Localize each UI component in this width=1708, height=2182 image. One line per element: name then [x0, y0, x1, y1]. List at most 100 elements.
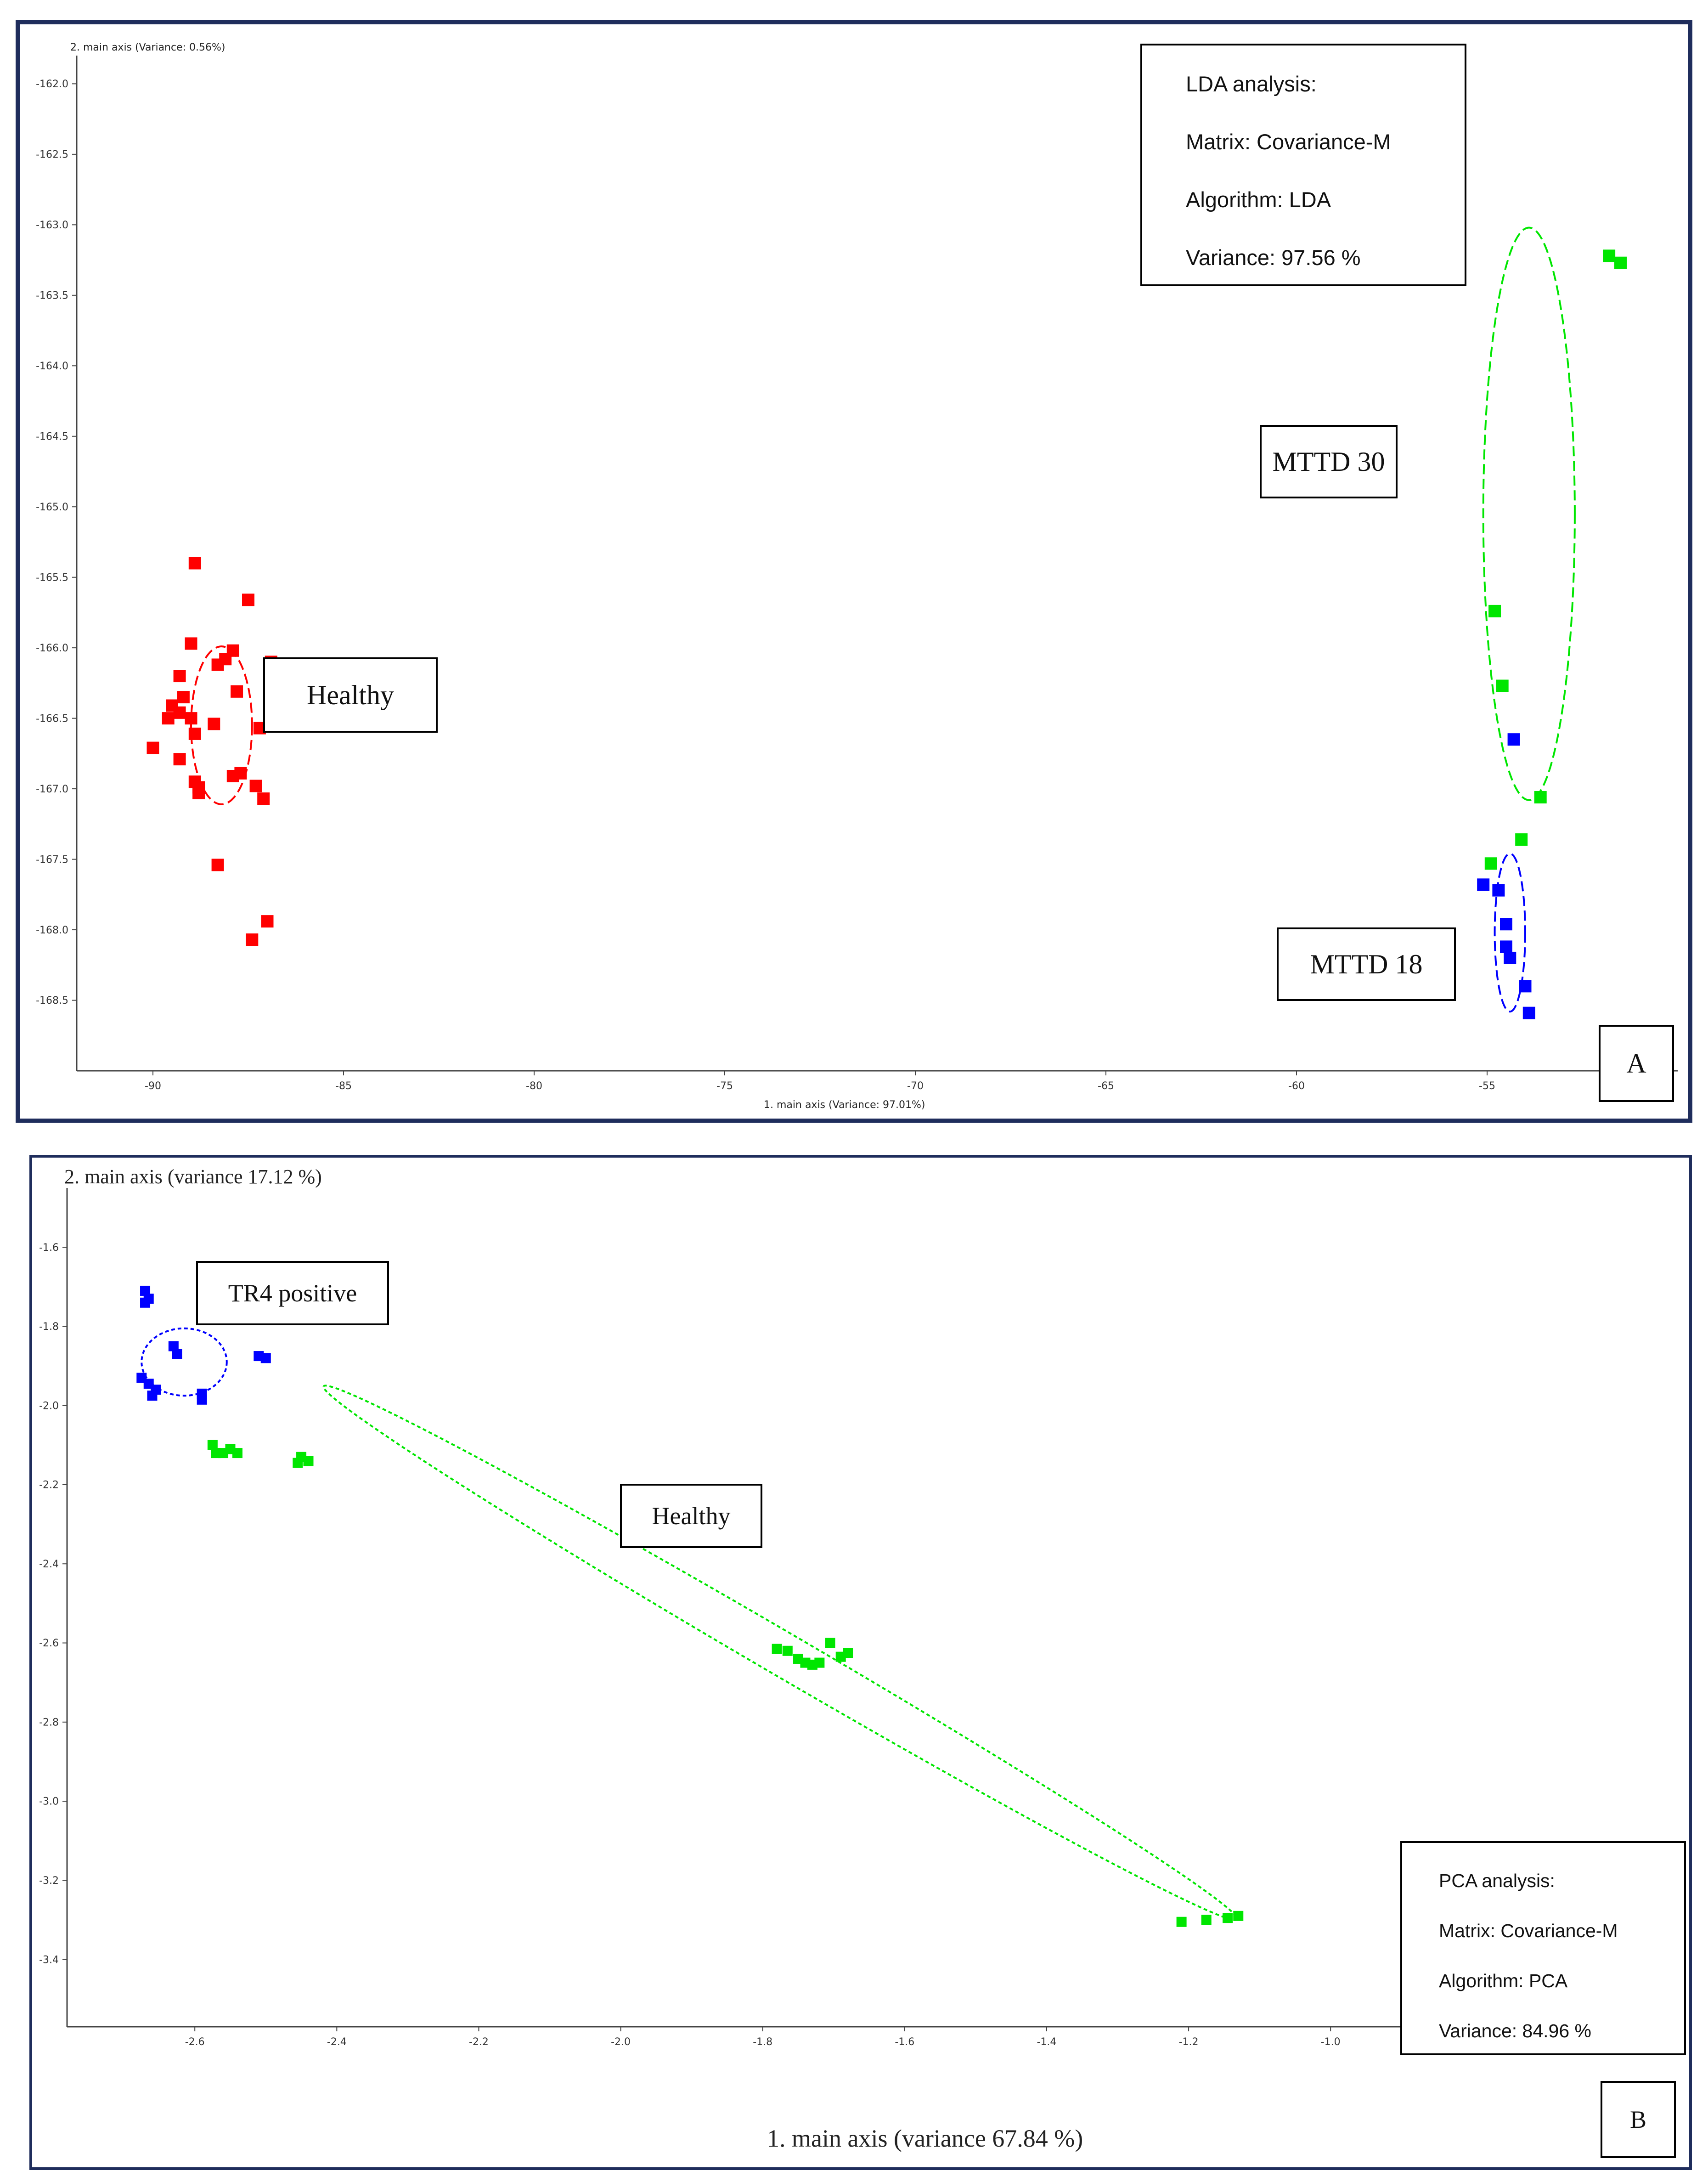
x-tick-label: -1.6 [895, 2036, 914, 2048]
data-point [1515, 833, 1528, 846]
x-tick-label: -2.6 [185, 2036, 205, 2048]
x-axis-label-b: 1. main axis (variance 67.84 %) [767, 2125, 1083, 2152]
data-point [173, 706, 186, 719]
data-point [188, 727, 201, 740]
data-point [211, 859, 224, 871]
y-tick-label: -166.0 [36, 643, 68, 654]
x-tick-label: -90 [145, 1080, 161, 1092]
data-point [185, 712, 197, 725]
data-point [147, 741, 159, 754]
y-tick-label: -163.5 [36, 290, 68, 302]
y-tick-label: -1.8 [39, 1321, 59, 1333]
x-tick-label: -1.4 [1037, 2036, 1056, 2048]
data-point [1223, 1913, 1233, 1923]
x-tick-label: -70 [907, 1080, 924, 1092]
y-tick-label: -2.0 [39, 1400, 59, 1412]
data-point [257, 792, 270, 805]
data-point [1201, 1915, 1212, 1925]
y-tick-label: -165.0 [36, 502, 68, 513]
data-point [140, 1297, 151, 1308]
cluster-ellipse-mttd-18 [1494, 853, 1527, 1013]
data-point [173, 753, 186, 766]
series-tr4-positive [136, 1285, 271, 1405]
info-line-analysis: LDA analysis: [1186, 72, 1317, 96]
data-point [168, 1341, 179, 1351]
data-point [234, 767, 247, 780]
x-axis-label-a: 1. main axis (Variance: 97.01%) [764, 1099, 925, 1111]
data-point [1233, 1911, 1244, 1921]
data-point [1500, 940, 1512, 953]
series-healthy [147, 557, 277, 946]
y-tick-label: -168.5 [36, 995, 68, 1006]
panel-b: -2.6-2.4-2.2-2.0-1.8-1.6-1.4-1.2-1.0-0.8… [29, 1155, 1692, 2170]
data-point [772, 1644, 782, 1654]
data-point [1507, 733, 1520, 746]
y-tick-label: -2.2 [39, 1480, 59, 1491]
label-mttd-18: MTTD 18 [1277, 927, 1456, 1001]
x-tick-label: -2.0 [611, 2036, 631, 2048]
data-point [231, 685, 243, 698]
data-point [1603, 249, 1616, 262]
data-point [242, 594, 254, 606]
label-healthy-a: Healthy [263, 657, 438, 733]
data-point [192, 786, 205, 799]
data-point [1614, 256, 1627, 269]
info-line-matrix: Matrix: Covariance-M [1186, 130, 1391, 154]
y-tick-label: -3.4 [39, 1954, 59, 1966]
y-tick-label: -168.0 [36, 925, 68, 936]
y-tick-label: -3.0 [39, 1796, 59, 1808]
y-tick-label: -165.5 [36, 572, 68, 583]
cluster-ellipse-tr4-positive [141, 1327, 228, 1397]
lda-scatter-plot: -90 -85 -80 -75 -70 -65 -60 -55 -162.0 -162.5 -163… [36, 56, 1678, 1092]
data-point [1492, 884, 1505, 897]
data-point [207, 1440, 218, 1450]
data-point [147, 1391, 158, 1401]
info-line-algorithm: Algorithm: PCA [1439, 1970, 1568, 1991]
data-point [1477, 878, 1490, 891]
label-mttd-30: MTTD 30 [1260, 425, 1398, 498]
cluster-ellipse-healthy [190, 645, 253, 805]
x-tick-label: -80 [526, 1080, 542, 1092]
data-point [303, 1456, 314, 1466]
series-mttd-18 [1477, 733, 1535, 1019]
data-point [197, 1394, 207, 1405]
y-tick-label: -166.5 [36, 713, 68, 724]
data-point [814, 1657, 825, 1668]
data-point [1519, 980, 1532, 993]
panel-a: -90 -85 -80 -75 -70 -65 -60 -55 -162.0 -162.5 -163… [16, 20, 1692, 1123]
label-tr4-positive: TR4 positive [196, 1261, 389, 1325]
data-point [173, 670, 186, 683]
data-point [208, 718, 220, 730]
label-healthy-b: Healthy [620, 1484, 762, 1548]
x-tick-label: -1.0 [1321, 2036, 1341, 2048]
data-point [261, 915, 274, 928]
lda-info-box: LDA analysis: Matrix: Covariance-M Algor… [1140, 44, 1466, 286]
data-point [1500, 918, 1512, 931]
data-point [260, 1353, 271, 1363]
y-tick-label: -3.2 [39, 1875, 59, 1887]
x-tick-label: -2.2 [469, 2036, 489, 2048]
info-line-variance: Variance: 84.96 % [1439, 2020, 1592, 2041]
data-point [1488, 605, 1501, 617]
y-tick-label: -167.0 [36, 784, 68, 795]
y-tick-label: -2.8 [39, 1717, 59, 1728]
cluster-ellipse-mttd-30 [1482, 226, 1576, 801]
data-point [140, 1285, 151, 1296]
y-tick-label: -163.0 [36, 220, 68, 231]
y-tick-label: -164.5 [36, 431, 68, 442]
data-point [1534, 791, 1547, 804]
y-tick-label: -162.0 [36, 79, 68, 90]
y-tick-label: -1.6 [39, 1242, 59, 1254]
pca-scatter-plot: -2.6-2.4-2.2-2.0-1.8-1.6-1.4-1.2-1.0-0.8… [39, 1188, 1685, 2048]
y-axis-label-a: 2. main axis (Variance: 0.56%) [70, 42, 225, 53]
data-point [185, 637, 197, 650]
axes: -90 -85 -80 -75 -70 -65 -60 -55 -162.0 -162.5 -163… [36, 56, 1678, 1092]
data-point [226, 644, 239, 657]
x-tick-label: -60 [1288, 1080, 1305, 1092]
y-tick-label: -167.5 [36, 854, 68, 865]
y-tick-label: -162.5 [36, 149, 68, 161]
data-point [232, 1448, 242, 1458]
y-tick-label: -2.4 [39, 1559, 59, 1570]
data-point [246, 933, 259, 946]
data-point [782, 1645, 793, 1656]
